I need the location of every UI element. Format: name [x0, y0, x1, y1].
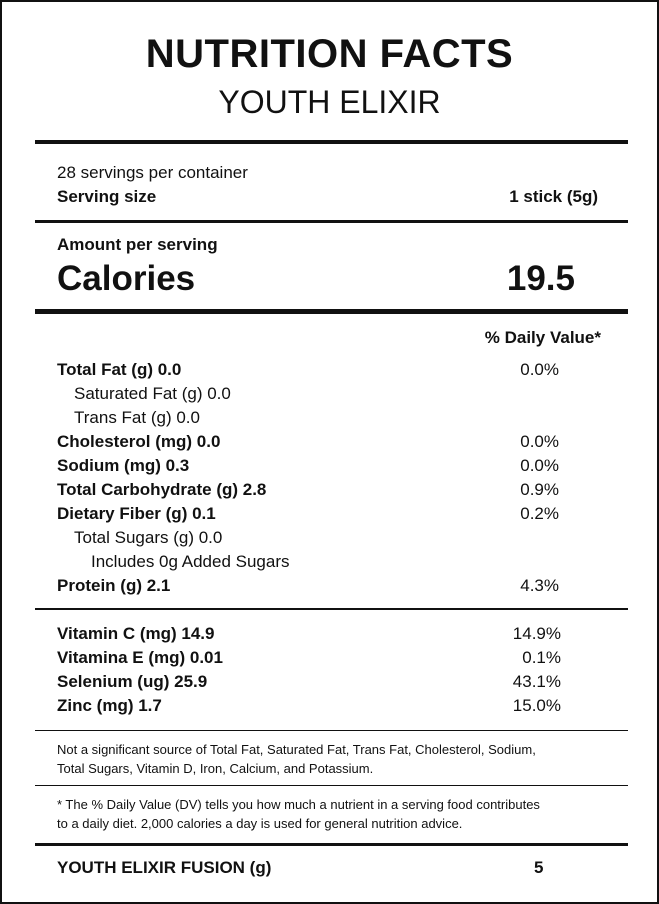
calories-value: 19.5 [506, 259, 575, 298]
vitamin-label: Zinc (mg) 1.7 [57, 696, 162, 715]
nutrient-dv: 0.2% [520, 504, 559, 523]
dv-header: % Daily Value* [484, 328, 601, 347]
nutrient-label: Includes 0g Added Sugars [91, 552, 290, 571]
footer-value: 5 [534, 858, 544, 877]
vitamin-dv: 43.1% [512, 672, 561, 691]
rule [35, 843, 628, 846]
vitamin-label: Vitamin C (mg) 14.9 [57, 624, 215, 643]
nutrient-label: Total Fat (g) 0.0 [57, 360, 182, 379]
footnote-line: Not a significant source of Total Fat, S… [57, 742, 536, 757]
nutrient-dv: 4.3% [520, 576, 559, 595]
nutrient-label: Trans Fat (g) 0.0 [74, 408, 200, 427]
nutrient-label: Dietary Fiber (g) 0.1 [57, 504, 216, 523]
vitamin-dv: 14.9% [512, 624, 561, 643]
calories-label: Calories [57, 259, 196, 298]
rule [35, 608, 628, 610]
vitamin-dv: 0.1% [522, 648, 561, 667]
nutrient-dv: 0.9% [520, 480, 559, 499]
nutrient-label: Total Sugars (g) 0.0 [74, 528, 223, 547]
nutrient-label: Cholesterol (mg) 0.0 [57, 432, 221, 451]
nutrient-label: Total Carbohydrate (g) 2.8 [57, 480, 267, 499]
nutrient-label: Saturated Fat (g) 0.0 [74, 384, 231, 403]
nutrient-dv: 0.0% [520, 456, 559, 475]
amount-label: Amount per serving [57, 235, 218, 254]
vitamin-dv: 15.0% [512, 696, 561, 715]
nutrient-label: Sodium (mg) 0.3 [57, 456, 190, 475]
title: NUTRITION FACTS [145, 32, 514, 76]
rule [35, 309, 628, 314]
nutrient-dv: 0.0% [520, 432, 559, 451]
serving-size-value: 1 stick (5g) [509, 187, 598, 206]
vitamin-label: Selenium (ug) 25.9 [57, 672, 208, 691]
nutrient-dv: 0.0% [520, 360, 559, 379]
rule [35, 220, 628, 223]
rule [35, 140, 628, 144]
rule [35, 785, 628, 786]
subtitle: YOUTH ELIXIR [218, 84, 441, 120]
footnote-line: to a daily diet. 2,000 calories a day is… [57, 816, 463, 831]
footnote-line: Total Sugars, Vitamin D, Iron, Calcium, … [57, 761, 374, 776]
serving-size-label: Serving size [57, 187, 157, 206]
nutrient-label: Protein (g) 2.1 [57, 576, 171, 595]
rule [35, 730, 628, 731]
footer-label: YOUTH ELIXIR FUSION (g) [57, 858, 272, 877]
footnote-line: * The % Daily Value (DV) tells you how m… [57, 797, 540, 812]
servings: 28 servings per container [57, 163, 248, 182]
vitamin-label: Vitamina E (mg) 0.01 [57, 648, 223, 667]
